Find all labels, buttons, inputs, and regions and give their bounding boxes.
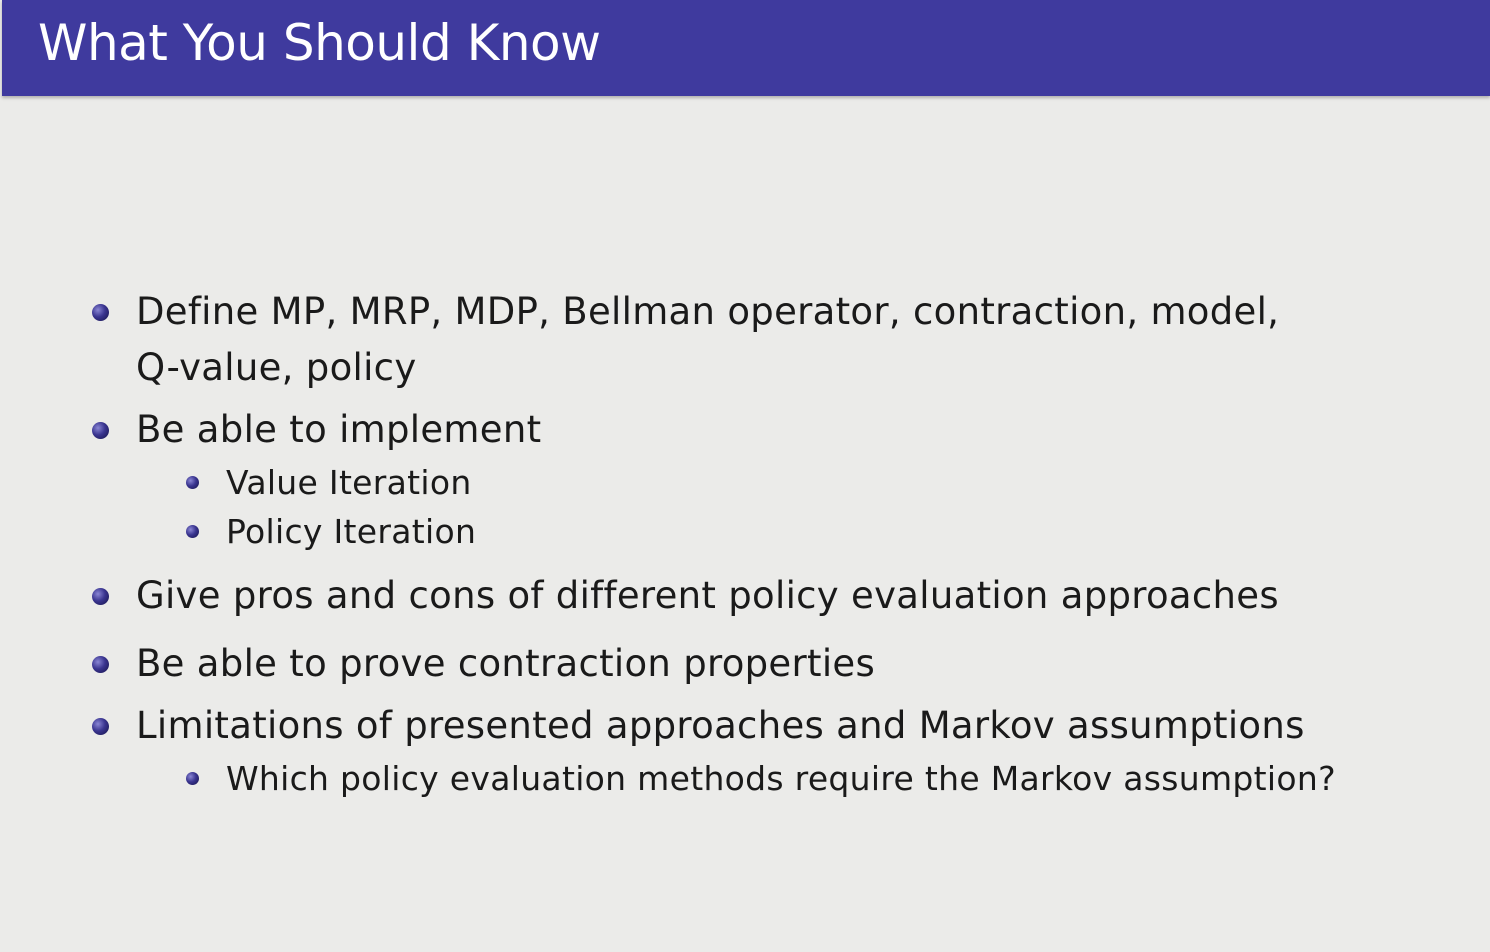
sub-bullet-text: Which policy evaluation methods require … bbox=[226, 759, 1336, 798]
bullet-icon bbox=[92, 656, 109, 673]
sub-bullet-item: Policy Iteration bbox=[180, 507, 1450, 556]
sub-bullet-text: Policy Iteration bbox=[226, 512, 477, 551]
bullet-item: Be able to prove contraction properties bbox=[90, 636, 1450, 692]
bullet-item: Give pros and cons of different policy e… bbox=[90, 568, 1450, 624]
bullet-list: Define MP, MRP, MDP, Bellman operator, c… bbox=[90, 284, 1450, 803]
bullet-icon bbox=[92, 422, 109, 439]
bullet-text: Limitations of presented approaches and … bbox=[136, 704, 1305, 747]
bullet-text: Be able to prove contraction properties bbox=[136, 642, 876, 685]
title-bar: What You Should Know bbox=[2, 0, 1490, 96]
bullet-text: Define MP, MRP, MDP, Bellman operator, c… bbox=[136, 290, 1280, 389]
bullet-icon bbox=[92, 588, 109, 605]
sub-bullet-list: Which policy evaluation methods require … bbox=[90, 754, 1450, 803]
sub-bullet-icon bbox=[186, 772, 199, 785]
slide-title: What You Should Know bbox=[38, 14, 601, 72]
bullet-item: Be able to implement Value Iteration Pol… bbox=[90, 402, 1450, 556]
bullet-text: Give pros and cons of different policy e… bbox=[136, 574, 1279, 617]
bullet-icon bbox=[92, 304, 109, 321]
sub-bullet-item: Which policy evaluation methods require … bbox=[180, 754, 1450, 803]
sub-bullet-text: Value Iteration bbox=[226, 463, 472, 502]
bullet-item: Limitations of presented approaches and … bbox=[90, 698, 1450, 803]
bullet-icon bbox=[92, 718, 109, 735]
bullet-text: Be able to implement bbox=[136, 408, 542, 451]
sub-bullet-icon bbox=[186, 525, 199, 538]
sub-bullet-item: Value Iteration bbox=[180, 458, 1450, 507]
sub-bullet-list: Value Iteration Policy Iteration bbox=[90, 458, 1450, 556]
sub-bullet-icon bbox=[186, 476, 199, 489]
bullet-item: Define MP, MRP, MDP, Bellman operator, c… bbox=[90, 284, 1326, 396]
